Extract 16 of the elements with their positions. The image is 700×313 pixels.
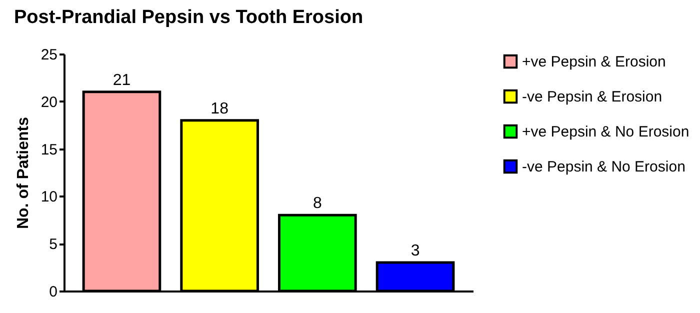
y-tick-label: 0	[49, 284, 58, 300]
data-label: 18	[210, 100, 229, 118]
y-tick-label: 15	[40, 141, 58, 158]
data-label: 21	[112, 72, 131, 89]
legend-label: -ve Pepsin & No Erosion	[522, 158, 686, 176]
y-tick-label: 10	[40, 188, 58, 206]
legend-label: -ve Pepsin & Erosion	[522, 88, 662, 106]
y-tick-label: 25	[40, 46, 58, 64]
data-label: 3	[410, 242, 420, 260]
y-tick-label: 5	[49, 236, 58, 254]
data-label: 8	[312, 195, 322, 212]
y-tick-label: 20	[40, 94, 58, 111]
y-axis-title: No. of Patients	[14, 116, 32, 230]
legend-label: +ve Pepsin & Erosion	[522, 54, 666, 70]
legend-label: +ve Pepsin & No Erosion	[522, 124, 690, 140]
chart-title: Post-Prandial Pepsin vs Tooth Erosion	[14, 7, 364, 28]
